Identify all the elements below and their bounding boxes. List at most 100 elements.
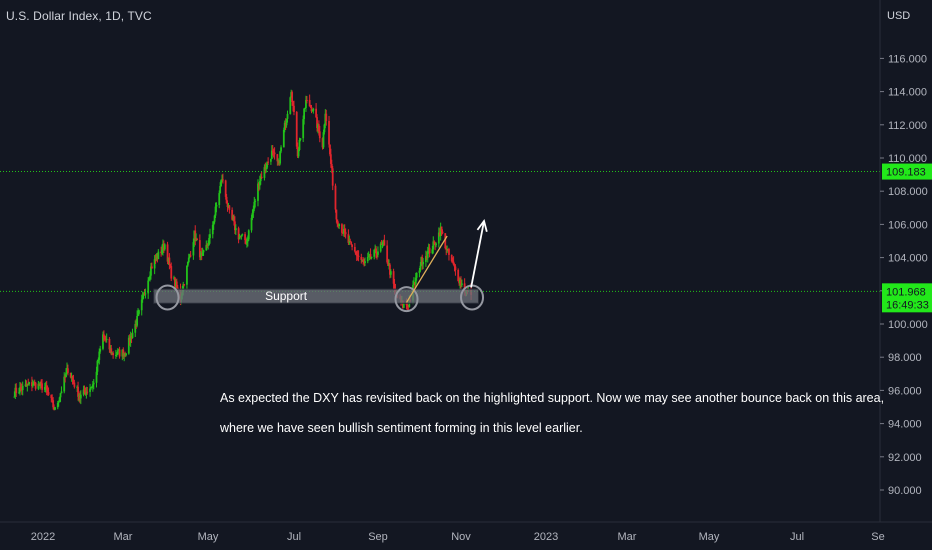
candle-body <box>304 107 306 109</box>
candle <box>329 148 332 168</box>
candle-body <box>285 118 288 126</box>
candle <box>282 127 285 148</box>
candle <box>239 235 242 238</box>
candle-body <box>439 226 442 236</box>
candle-body <box>114 354 117 356</box>
candle <box>187 253 190 264</box>
candle-body <box>128 337 131 343</box>
candle-body <box>415 272 418 278</box>
candle-body <box>138 310 140 314</box>
candle-body <box>296 146 299 157</box>
candle-body <box>425 255 428 259</box>
candle-body <box>271 150 274 152</box>
candle <box>407 304 410 311</box>
candle <box>157 249 160 260</box>
candle-body <box>318 131 321 139</box>
candle <box>137 308 139 317</box>
candle <box>52 397 55 410</box>
annotation-line-1: As expected the DXY has revisited back o… <box>220 391 885 405</box>
candle-body <box>85 391 88 395</box>
candle <box>360 253 363 264</box>
candle <box>434 241 437 251</box>
candle <box>312 107 315 114</box>
candle-body <box>310 107 313 112</box>
candle-body <box>218 193 221 205</box>
candle-body <box>297 150 300 157</box>
candle-body <box>153 259 156 269</box>
candle <box>170 262 173 282</box>
candle <box>13 391 16 398</box>
candle <box>305 96 308 104</box>
candle <box>334 183 337 213</box>
candle <box>438 228 441 237</box>
candle <box>357 250 360 262</box>
candle-body <box>103 337 106 340</box>
candle-body <box>245 240 247 244</box>
candle-body <box>157 251 160 260</box>
candle-body <box>54 407 56 410</box>
candle <box>189 250 192 258</box>
candle <box>328 115 330 148</box>
candle-body <box>386 245 389 263</box>
candle <box>285 118 288 128</box>
candle-body <box>447 248 449 250</box>
candle-body <box>344 232 347 235</box>
candle-body <box>425 255 427 262</box>
candle <box>56 400 59 410</box>
candle-body <box>278 160 281 164</box>
candle <box>376 252 378 260</box>
candle-body <box>39 382 42 386</box>
candle <box>373 249 376 260</box>
candle <box>305 95 307 112</box>
candle <box>125 352 127 357</box>
candle-body <box>91 387 93 389</box>
candle <box>195 233 198 242</box>
candle <box>33 379 36 386</box>
candle <box>141 291 144 303</box>
candle <box>45 380 48 396</box>
candle-body <box>308 100 311 107</box>
candle-body <box>59 393 62 398</box>
candle-body <box>290 92 293 98</box>
resistance-price-tag-label: 109.183 <box>886 167 926 179</box>
candle <box>315 103 318 119</box>
candle <box>136 310 139 328</box>
candle <box>441 229 444 235</box>
candle-body <box>57 401 60 403</box>
candle-body <box>31 382 33 387</box>
candle-body <box>459 279 461 284</box>
time-axis[interactable]: 2022 Mar May Jul Sep Nov 2023 Mar May Jul Se <box>0 521 932 550</box>
candle-body <box>206 244 209 246</box>
candle <box>293 100 295 116</box>
candle-body <box>382 240 385 244</box>
candle-body <box>343 228 346 233</box>
candle <box>40 379 43 389</box>
candle-body <box>402 303 405 308</box>
candle-body <box>231 209 234 220</box>
candle <box>317 123 319 134</box>
candle-body <box>124 353 127 356</box>
candle <box>214 202 217 219</box>
candle <box>298 137 301 152</box>
time-tick-label: Jul <box>287 531 301 543</box>
candle-body <box>58 397 61 402</box>
candle <box>452 256 455 266</box>
candle <box>266 161 269 170</box>
price-axis[interactable]: USD 90.000 92.000 94.000 96.000 98.000 100.000… <box>879 0 932 522</box>
candle-body <box>269 158 272 162</box>
candle <box>46 385 49 396</box>
candle-body <box>362 259 365 262</box>
candle-body <box>160 251 162 253</box>
price-tick-label: 94.000 <box>888 419 922 431</box>
candle-body <box>46 389 49 393</box>
candle <box>212 220 215 230</box>
candle-body <box>189 255 192 257</box>
candle <box>127 335 130 355</box>
candle-body <box>173 277 175 279</box>
candle-body <box>431 249 434 254</box>
candle <box>105 333 108 343</box>
candle <box>226 200 229 212</box>
candle-body <box>50 394 53 399</box>
